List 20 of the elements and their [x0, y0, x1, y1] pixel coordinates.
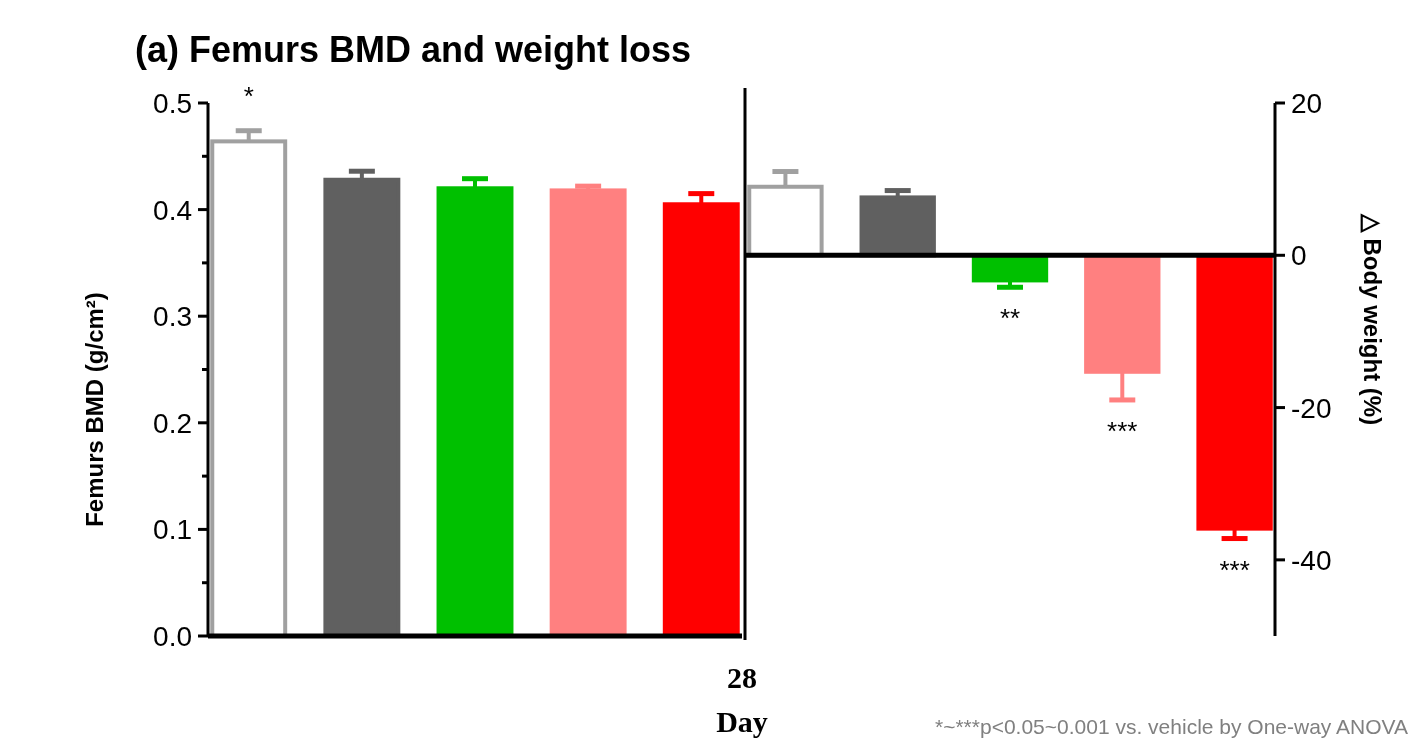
data-label: ** [999, 303, 1021, 334]
y-tick-label: 0.4 [153, 194, 192, 226]
data-label: * [243, 80, 254, 111]
y-tick-label: 20 [1291, 88, 1323, 120]
x-axis-title: Day [716, 705, 768, 738]
chart-title: (a) Femurs BMD and weight loss [135, 29, 692, 70]
text: 28 [727, 661, 757, 694]
y-tick-label: 0.3 [153, 301, 192, 333]
y-tick-label: 0.1 [153, 514, 192, 546]
data-label: *** [1107, 415, 1138, 446]
data-label: *** [1219, 554, 1250, 585]
y-axis-title: △ Body weight (%) [1359, 212, 1386, 426]
y-tick-label: -40 [1291, 544, 1332, 576]
y-tick-label: 0.0 [153, 621, 192, 653]
y-tick-label: 0.2 [153, 407, 192, 439]
y-tick-label: 0 [1291, 240, 1307, 272]
y-tick-label: 0.5 [153, 88, 192, 120]
y-tick-label: -20 [1291, 392, 1332, 424]
text: *~***p<0.05~0.001 vs. vehicle by One-way ANOVA [935, 715, 1408, 738]
y-axis-title: Femurs BMD (g/cm²) [81, 292, 108, 527]
